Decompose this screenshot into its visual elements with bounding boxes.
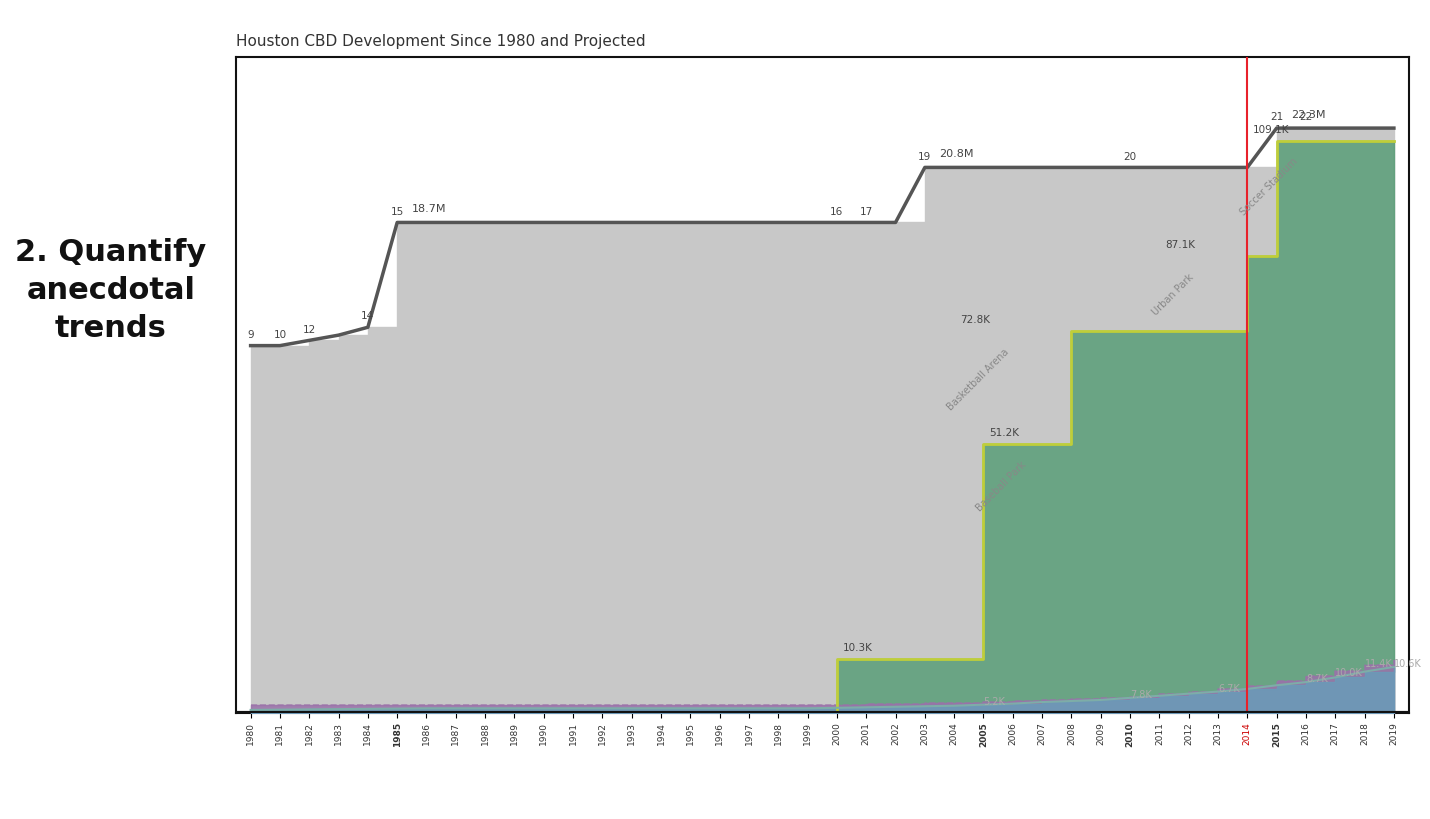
Text: Houston CBD Development Since 1980 and Projected: Houston CBD Development Since 1980 and P… [236, 34, 645, 49]
Text: 10.0K: 10.0K [1336, 667, 1363, 678]
Text: 10.3K: 10.3K [842, 643, 872, 653]
Text: 22.3M: 22.3M [1291, 110, 1326, 120]
Text: 7.8K: 7.8K [1130, 690, 1151, 700]
Text: 22: 22 [1300, 112, 1313, 122]
Text: 15: 15 [390, 206, 403, 216]
Text: 20.8M: 20.8M [940, 149, 974, 159]
Text: 51.2K: 51.2K [990, 428, 1020, 438]
Text: Basketball Arena: Basketball Arena [945, 346, 1011, 412]
Text: 6.7K: 6.7K [1218, 684, 1240, 694]
Text: 87.1K: 87.1K [1165, 240, 1195, 250]
Text: 18.7M: 18.7M [412, 204, 446, 214]
Text: 11.4K: 11.4K [1364, 659, 1393, 669]
Text: Baseball Park: Baseball Park [975, 460, 1028, 514]
Text: 14: 14 [362, 311, 375, 321]
Text: Urban Park: Urban Park [1151, 272, 1195, 317]
Text: 21: 21 [1270, 112, 1283, 122]
Text: 72.8K: 72.8K [960, 315, 990, 325]
Text: 2. Quantify
anecdotal
trends: 2. Quantify anecdotal trends [16, 238, 206, 343]
Text: 8.7K: 8.7K [1306, 674, 1327, 684]
Text: Soccer Stadium: Soccer Stadium [1238, 156, 1300, 218]
Text: 12: 12 [303, 324, 316, 334]
Text: 17: 17 [859, 206, 872, 216]
Text: 9: 9 [247, 330, 255, 340]
Text: 10.6K: 10.6K [1394, 659, 1421, 669]
Text: 19: 19 [918, 152, 931, 161]
Text: 16: 16 [831, 206, 844, 216]
Text: 109.1K: 109.1K [1253, 124, 1290, 135]
Text: 5.2K: 5.2K [984, 697, 1005, 707]
Text: 20: 20 [1124, 152, 1137, 161]
Text: 10: 10 [273, 330, 286, 340]
